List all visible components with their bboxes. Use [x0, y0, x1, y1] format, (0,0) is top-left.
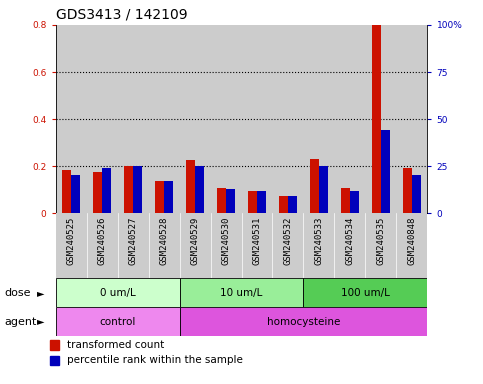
Text: GSM240529: GSM240529 [190, 217, 199, 265]
Bar [366, 25, 397, 213]
Text: 10 um/L: 10 um/L [220, 288, 263, 298]
Bar [186, 160, 195, 213]
Bar [310, 159, 319, 213]
Bar [334, 25, 366, 213]
Text: transformed count: transformed count [67, 340, 164, 350]
Bar [164, 181, 173, 213]
Bar [319, 166, 327, 213]
Text: GSM240848: GSM240848 [408, 217, 416, 265]
Bar [71, 175, 80, 213]
Bar [217, 189, 226, 213]
Bar [372, 25, 381, 213]
Text: GDS3413 / 142109: GDS3413 / 142109 [56, 7, 187, 21]
Text: GSM240533: GSM240533 [314, 217, 324, 265]
Text: homocysteine: homocysteine [267, 316, 340, 327]
Bar [50, 356, 59, 366]
Text: GSM240526: GSM240526 [98, 217, 107, 265]
Bar [149, 25, 180, 213]
Bar [180, 213, 211, 278]
Bar [56, 213, 86, 278]
Text: dose: dose [5, 288, 31, 298]
Text: control: control [99, 316, 136, 327]
Bar [242, 25, 272, 213]
Bar [303, 25, 334, 213]
Text: GSM240528: GSM240528 [159, 217, 169, 265]
Bar [117, 25, 149, 213]
Text: GSM240534: GSM240534 [345, 217, 355, 265]
Bar [350, 190, 359, 213]
Bar [334, 213, 366, 278]
Bar [124, 166, 133, 213]
Bar [86, 25, 117, 213]
Bar [303, 278, 427, 307]
Bar [156, 181, 164, 213]
Bar [257, 190, 266, 213]
Text: GSM240525: GSM240525 [67, 217, 75, 265]
Text: ►: ► [37, 288, 45, 298]
Bar [248, 191, 257, 213]
Text: agent: agent [5, 316, 37, 327]
Text: ►: ► [37, 316, 45, 327]
Bar [403, 168, 412, 213]
Bar [397, 213, 427, 278]
Bar [211, 25, 242, 213]
Bar [341, 188, 350, 213]
Bar [56, 307, 180, 336]
Bar [397, 25, 427, 213]
Bar [272, 25, 303, 213]
Bar [62, 170, 71, 213]
Bar [303, 213, 334, 278]
Bar [226, 189, 235, 213]
Bar [279, 196, 288, 213]
Bar [93, 172, 102, 213]
Bar [50, 340, 59, 350]
Bar [149, 213, 180, 278]
Bar [242, 213, 272, 278]
Text: GSM240530: GSM240530 [222, 217, 230, 265]
Bar [133, 166, 142, 213]
Text: GSM240531: GSM240531 [253, 217, 261, 265]
Bar [180, 25, 211, 213]
Bar [272, 213, 303, 278]
Bar [56, 25, 86, 213]
Text: 0 um/L: 0 um/L [99, 288, 135, 298]
Text: GSM240532: GSM240532 [284, 217, 293, 265]
Bar [195, 166, 204, 213]
Bar [412, 175, 421, 213]
Bar [366, 213, 397, 278]
Text: 100 um/L: 100 um/L [341, 288, 390, 298]
Text: GSM240535: GSM240535 [376, 217, 385, 265]
Bar [288, 196, 297, 213]
Text: GSM240527: GSM240527 [128, 217, 138, 265]
Bar [86, 213, 117, 278]
Bar [180, 307, 427, 336]
Bar [381, 130, 390, 213]
Bar [102, 168, 111, 213]
Bar [117, 213, 149, 278]
Bar [56, 278, 180, 307]
Text: percentile rank within the sample: percentile rank within the sample [67, 356, 243, 366]
Bar [180, 278, 303, 307]
Bar [211, 213, 242, 278]
